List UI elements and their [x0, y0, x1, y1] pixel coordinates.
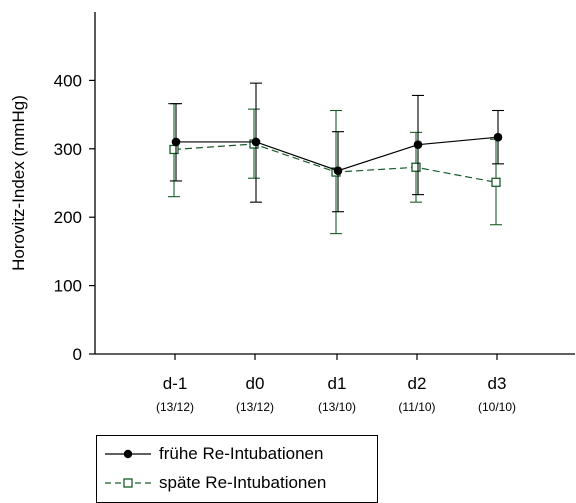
x-tick-sublabel: (11/10) — [398, 400, 435, 414]
series-line-frühe — [176, 136, 499, 172]
x-tick-group: d-1 (13/12) d0 (13/12) d1 (13/10) d2 (11/10) d3 (… — [156, 354, 516, 414]
y-axis: 0 100 200 300 400 — [54, 12, 96, 364]
series-frühe — [170, 82, 504, 213]
y-tick-group: 0 100 200 300 400 — [54, 71, 95, 364]
data-point-frühe — [493, 132, 503, 142]
x-tick-sublabel: (13/12) — [156, 400, 194, 414]
y-tick-label: 300 — [54, 140, 82, 159]
legend-label-frühe: frühe Re-Intubationen — [159, 444, 324, 463]
legend-swatch-frühe — [105, 449, 151, 459]
chart: 0 100 200 300 400 d-1 (13/12) d0 (13/12) d1 (13/1… — [9, 12, 575, 414]
x-tick-sublabel: (10/10) — [478, 400, 516, 414]
data-point-frühe — [333, 166, 343, 175]
y-axis-label: Horovitz-Index (mmHg) — [9, 95, 28, 271]
legend-label-späte: späte Re-Intubationen — [159, 473, 327, 492]
x-tick-label: d2 — [408, 374, 427, 393]
x-tick-sublabel: (13/10) — [318, 400, 356, 414]
data-point-späte — [491, 177, 501, 187]
legend: frühe Re-Intubationen späte Re-Intubatio… — [96, 435, 378, 503]
legend-swatch-späte — [105, 478, 151, 488]
data-point-frühe — [171, 137, 181, 147]
x-tick-label: d3 — [488, 374, 507, 393]
x-tick-label: d-1 — [163, 374, 188, 393]
data-point-späte — [169, 144, 179, 155]
x-tick-label: d0 — [246, 374, 265, 393]
data-point-späte — [411, 162, 421, 172]
y-tick-label: 200 — [54, 208, 82, 227]
plot-area — [168, 82, 504, 235]
y-tick-label: 100 — [54, 277, 82, 296]
data-point-frühe — [251, 137, 261, 147]
legend-item-frühe: frühe Re-Intubationen — [103, 443, 323, 465]
y-tick-label: 0 — [73, 345, 82, 364]
x-tick-sublabel: (13/12) — [236, 400, 274, 414]
y-tick-label: 400 — [54, 71, 82, 90]
data-point-frühe — [413, 140, 423, 149]
x-axis: d-1 (13/12) d0 (13/12) d1 (13/10) d2 (11/10) d3 (… — [95, 353, 575, 414]
legend-item-späte: späte Re-Intubationen — [103, 472, 326, 494]
x-tick-label: d1 — [328, 374, 347, 393]
